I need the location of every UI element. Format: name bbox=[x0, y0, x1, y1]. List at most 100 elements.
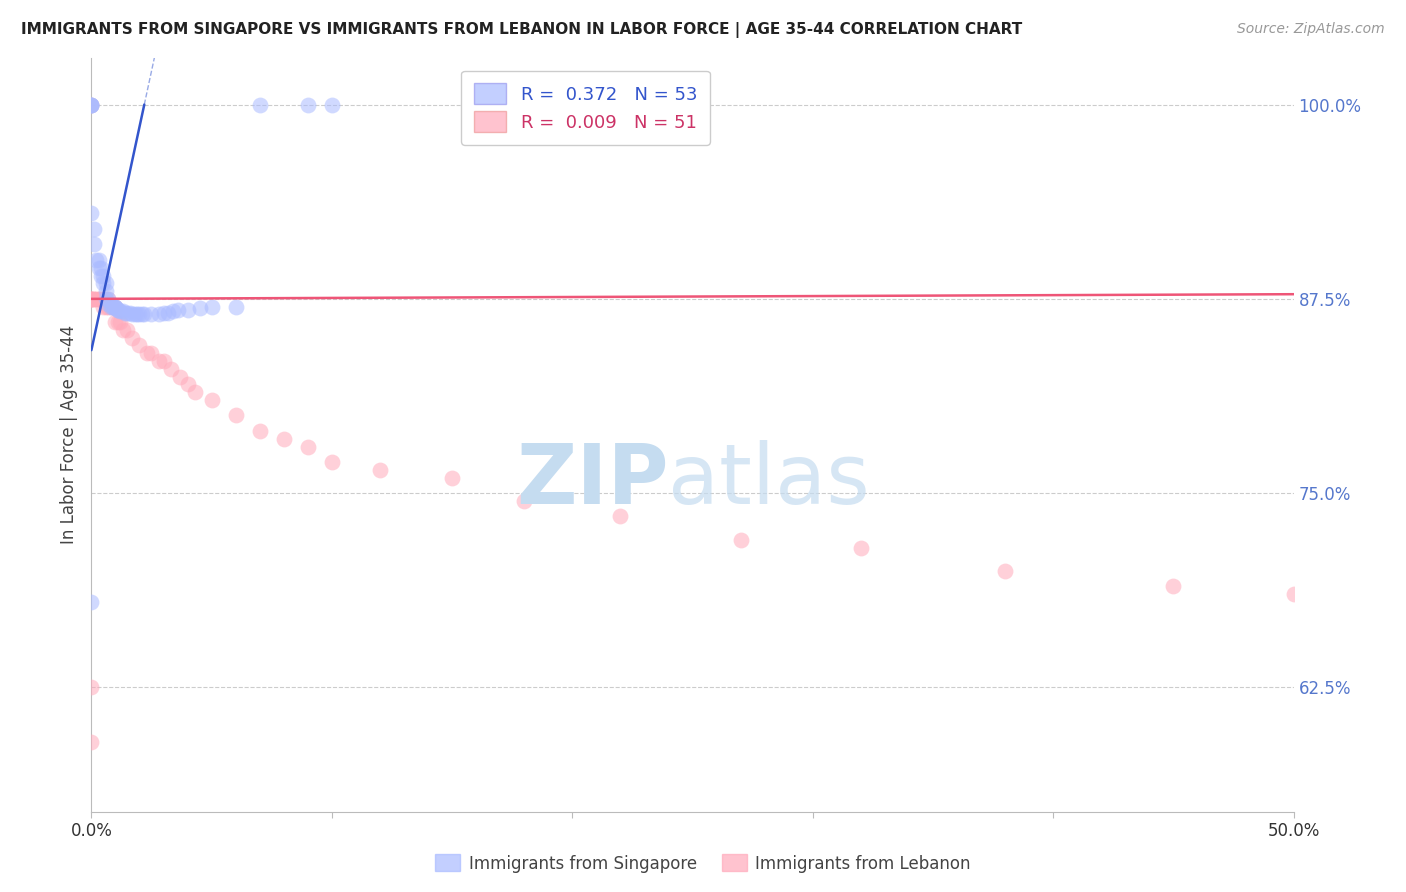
Point bbox=[80, 97, 103, 112]
Text: Source: ZipAtlas.com: Source: ZipAtlas.com bbox=[1237, 22, 1385, 37]
Point bbox=[80, 292, 103, 306]
Text: IMMIGRANTS FROM SINGAPORE VS IMMIGRANTS FROM LEBANON IN LABOR FORCE | AGE 35-44 : IMMIGRANTS FROM SINGAPORE VS IMMIGRANTS … bbox=[21, 22, 1022, 38]
Point bbox=[83, 237, 105, 252]
Point bbox=[368, 463, 391, 477]
Point bbox=[167, 302, 190, 317]
Point bbox=[273, 432, 295, 446]
Point bbox=[101, 300, 124, 314]
Point bbox=[111, 323, 134, 337]
Point bbox=[148, 307, 170, 321]
Point bbox=[176, 302, 198, 317]
Point bbox=[87, 292, 110, 306]
Point bbox=[321, 455, 343, 469]
Point bbox=[176, 377, 198, 392]
Point bbox=[297, 440, 319, 454]
Point bbox=[121, 307, 143, 321]
Point bbox=[117, 306, 139, 320]
Point bbox=[90, 268, 112, 283]
Point bbox=[87, 260, 110, 275]
Point bbox=[101, 300, 124, 314]
Point bbox=[100, 300, 122, 314]
Point bbox=[97, 296, 120, 310]
Point bbox=[93, 277, 115, 291]
Point bbox=[118, 306, 141, 320]
Point bbox=[730, 533, 752, 547]
Point bbox=[188, 301, 211, 316]
Point bbox=[93, 292, 115, 306]
Point bbox=[80, 97, 103, 112]
Point bbox=[141, 307, 163, 321]
Point bbox=[110, 304, 132, 318]
Point bbox=[321, 97, 343, 112]
Point bbox=[121, 331, 143, 345]
Point bbox=[135, 346, 157, 360]
Point bbox=[104, 300, 127, 314]
Point bbox=[440, 470, 463, 484]
Point bbox=[609, 509, 631, 524]
Point bbox=[83, 292, 105, 306]
Point bbox=[297, 97, 319, 112]
Point bbox=[90, 260, 112, 275]
Point bbox=[249, 97, 271, 112]
Point bbox=[93, 300, 115, 314]
Point bbox=[107, 302, 129, 317]
Point bbox=[80, 97, 103, 112]
Point bbox=[110, 315, 132, 329]
Point bbox=[201, 392, 224, 407]
Point bbox=[107, 302, 129, 317]
Point bbox=[87, 252, 110, 267]
Point bbox=[148, 354, 170, 368]
Point bbox=[117, 323, 139, 337]
Point bbox=[84, 252, 107, 267]
Point bbox=[101, 300, 124, 314]
Point bbox=[131, 307, 153, 321]
Point bbox=[94, 292, 117, 306]
Point bbox=[83, 292, 105, 306]
Point bbox=[157, 306, 180, 320]
Point bbox=[80, 292, 103, 306]
Point bbox=[94, 300, 117, 314]
Point bbox=[114, 306, 136, 320]
Point bbox=[225, 300, 247, 314]
Point bbox=[90, 292, 112, 306]
Point bbox=[80, 292, 103, 306]
Legend: Immigrants from Singapore, Immigrants from Lebanon: Immigrants from Singapore, Immigrants fr… bbox=[429, 847, 977, 880]
Point bbox=[80, 97, 103, 112]
Point bbox=[80, 595, 103, 609]
Point bbox=[93, 268, 115, 283]
Point bbox=[107, 315, 129, 329]
Point bbox=[128, 307, 150, 321]
Point bbox=[97, 292, 120, 306]
Point bbox=[134, 307, 156, 321]
Point bbox=[100, 300, 122, 314]
Point bbox=[1161, 579, 1184, 593]
Point bbox=[159, 361, 181, 376]
Point bbox=[94, 284, 117, 298]
Point bbox=[162, 304, 184, 318]
Text: atlas: atlas bbox=[668, 440, 870, 521]
Point bbox=[83, 222, 105, 236]
Point bbox=[169, 369, 191, 384]
Text: ZIP: ZIP bbox=[516, 440, 668, 521]
Point bbox=[80, 97, 103, 112]
Point bbox=[124, 307, 146, 321]
Point bbox=[513, 494, 536, 508]
Point bbox=[104, 315, 127, 329]
Point bbox=[80, 735, 103, 749]
Point bbox=[104, 300, 127, 314]
Point bbox=[84, 292, 107, 306]
Point bbox=[104, 300, 127, 314]
Point bbox=[1282, 587, 1305, 601]
Point bbox=[111, 304, 134, 318]
Point bbox=[80, 681, 103, 695]
Point bbox=[80, 292, 103, 306]
Point bbox=[128, 338, 150, 352]
Point bbox=[104, 300, 127, 314]
Point bbox=[80, 206, 103, 220]
Point bbox=[152, 354, 174, 368]
Point bbox=[225, 409, 247, 423]
Legend: R =  0.372   N = 53, R =  0.009   N = 51: R = 0.372 N = 53, R = 0.009 N = 51 bbox=[461, 70, 710, 145]
Point bbox=[849, 541, 872, 555]
Y-axis label: In Labor Force | Age 35-44: In Labor Force | Age 35-44 bbox=[60, 326, 79, 544]
Point bbox=[97, 300, 120, 314]
